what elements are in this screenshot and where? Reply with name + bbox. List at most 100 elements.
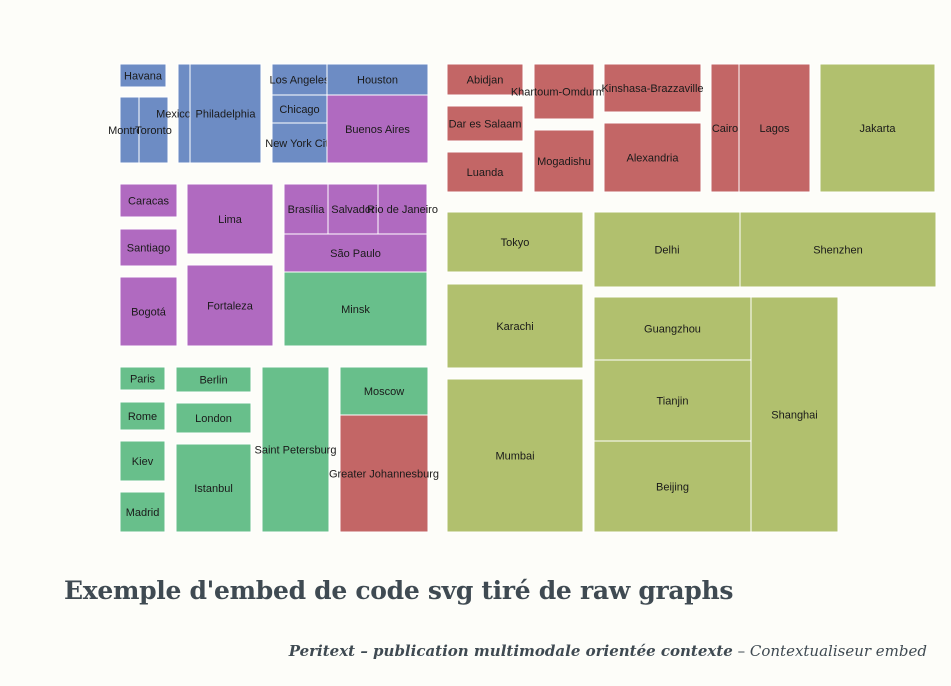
treemap-cell-rio-de-janeiro: Rio de Janeiro	[367, 183, 438, 235]
treemap-cell-saint-petersburg: Saint Petersburg	[255, 366, 337, 533]
treemap-label-havana: Havana	[124, 71, 163, 83]
treemap-rect-saint-petersburg	[261, 366, 330, 533]
treemap-label-santiago: Santiago	[127, 243, 170, 255]
treemap-rect-tianjin	[593, 359, 752, 442]
footer-title: Peritext – publication multimodale orien…	[288, 642, 733, 660]
treemap-cell-houston: Houston	[326, 63, 429, 96]
treemap-rect-rio-de-janeiro	[377, 183, 428, 235]
treemap-rect-karachi	[446, 283, 584, 369]
treemap-cell-havana: Havana	[119, 63, 167, 88]
treemap-label-karachi: Karachi	[496, 321, 533, 333]
treemap-label-madrid: Madrid	[126, 507, 160, 519]
treemap-label-new-york-city: New York City	[265, 138, 334, 150]
treemap-cell-lima: Lima	[186, 183, 274, 255]
treemap-cell-abidjan: Abidjan	[446, 63, 524, 96]
treemap-rect-tokyo	[446, 211, 584, 273]
treemap-cell-kinshasa-brazzaville: Kinshasa-Brazzaville	[601, 63, 704, 113]
treemap-label-toronto: Toronto	[135, 125, 172, 137]
treemap-rect-fortaleza	[186, 264, 274, 347]
treemap-cell-shanghai: Shanghai	[750, 296, 839, 533]
treemap-cell-greater-johannesburg: Greater Johannesburg	[329, 414, 439, 533]
treemap-cell-mumbai: Mumbai	[446, 378, 584, 533]
treemap-cell-delhi: Delhi	[593, 211, 741, 288]
treemap-label-rome: Rome	[128, 411, 157, 423]
treemap-rect-houston	[326, 63, 429, 96]
treemap-label-alexandria: Alexandria	[627, 153, 680, 165]
treemap-cell-karachi: Karachi	[446, 283, 584, 369]
treemap-label-lima: Lima	[218, 214, 243, 226]
treemap-rect-santiago	[119, 228, 178, 267]
treemap-label-tianjin: Tianjin	[657, 396, 689, 408]
treemap-rect-paris	[119, 366, 166, 391]
treemap-cell-paris: Paris	[119, 366, 166, 391]
treemap-rect-buenos-aires	[326, 94, 429, 164]
treemap-label-paris: Paris	[130, 374, 156, 386]
treemap-cell-alexandria: Alexandria	[603, 122, 702, 193]
treemap-label-salvador: Salvador	[331, 204, 375, 216]
treemap-label-abidjan: Abidjan	[467, 75, 504, 87]
treemap-label-brasilia: Brasília	[288, 204, 326, 216]
treemap-label-khartoum-omdurman: Khartoum-Omdurman	[511, 87, 617, 99]
treemap-label-guangzhou: Guangzhou	[644, 324, 701, 336]
treemap-rect-kiev	[119, 440, 166, 482]
treemap-rect-luanda	[446, 151, 524, 193]
treemap-cell-cairo: Cairo	[710, 63, 740, 193]
footer: Peritext – publication multimodale orien…	[289, 642, 927, 660]
treemap-rect-bogota	[119, 276, 178, 347]
treemap-label-saint-petersburg: Saint Petersburg	[255, 445, 337, 457]
treemap-rect-rome	[119, 401, 166, 431]
treemap-cell-tianjin: Tianjin	[593, 359, 752, 442]
treemap-cell-dar-es-salaam: Dar es Salaam	[446, 105, 524, 142]
treemap-cell-fortaleza: Fortaleza	[186, 264, 274, 347]
treemap-rect-istanbul	[175, 443, 252, 533]
treemap-rect-brasilia	[283, 183, 329, 235]
treemap-cell-new-york-city: New York City	[265, 122, 334, 164]
page-caption: Exemple d'embed de code svg tiré de raw …	[64, 576, 734, 605]
treemap-label-moscow: Moscow	[364, 386, 404, 398]
treemap-label-dar-es-salaam: Dar es Salaam	[449, 119, 522, 131]
treemap-label-istanbul: Istanbul	[194, 483, 233, 495]
treemap-cell-jakarta: Jakarta	[819, 63, 936, 193]
treemap-label-london: London	[195, 413, 232, 425]
treemap-rect-cairo	[710, 63, 740, 193]
treemap-cell-kiev: Kiev	[119, 440, 166, 482]
treemap-label-buenos-aires: Buenos Aires	[345, 124, 410, 136]
treemap-rect-abidjan	[446, 63, 524, 96]
treemap-cell-buenos-aires: Buenos Aires	[326, 94, 429, 164]
treemap-rect-mogadishu	[533, 129, 595, 193]
treemap-rect-minsk	[283, 271, 428, 347]
treemap-rect-lima	[186, 183, 274, 255]
treemap-rect-toronto	[138, 96, 169, 164]
treemap-rect-delhi	[593, 211, 741, 288]
treemap-cell-caracas: Caracas	[119, 183, 178, 218]
treemap-label-delhi: Delhi	[654, 245, 679, 257]
treemap-cell-beijing: Beijing	[593, 440, 752, 533]
treemap-cell-los-angeles: Los Angeles	[270, 63, 330, 96]
treemap-rect-mumbai	[446, 378, 584, 533]
treemap-cell-rome: Rome	[119, 401, 166, 431]
treemap-label-beijing: Beijing	[656, 482, 689, 494]
treemap-rect-berlin	[175, 366, 252, 393]
treemap-rect-moscow	[339, 366, 429, 416]
treemap-label-luanda: Luanda	[467, 167, 505, 179]
treemap-rect-lagos	[738, 63, 811, 193]
treemap-rect-salvador	[327, 183, 379, 235]
treemap-cell-philadelphia: Philadelphia	[189, 63, 262, 164]
treemap-rect-havana	[119, 63, 167, 88]
treemap-cell-mogadishu: Mogadishu	[533, 129, 595, 193]
treemap-label-kinshasa-brazzaville: Kinshasa-Brazzaville	[601, 83, 703, 95]
treemap-rect-kinshasa-brazzaville	[603, 63, 702, 113]
treemap-cell-shenzhen: Shenzhen	[739, 211, 937, 288]
treemap-cell-chicago: Chicago	[271, 94, 328, 124]
treemap-rect-jakarta	[819, 63, 936, 193]
treemap-label-shanghai: Shanghai	[771, 410, 818, 422]
treemap-label-bogota: Bogotá	[131, 307, 167, 319]
treemap-cell-moscow: Moscow	[339, 366, 429, 416]
treemap-rect-madrid	[119, 491, 166, 533]
treemap-label-rio-de-janeiro: Rio de Janeiro	[367, 204, 438, 216]
treemap-cell-salvador: Salvador	[327, 183, 379, 235]
treemap-rect-beijing	[593, 440, 752, 533]
treemap-cell-istanbul: Istanbul	[175, 443, 252, 533]
treemap-cell-tokyo: Tokyo	[446, 211, 584, 273]
treemap-rect-khartoum-omdurman	[533, 63, 595, 120]
